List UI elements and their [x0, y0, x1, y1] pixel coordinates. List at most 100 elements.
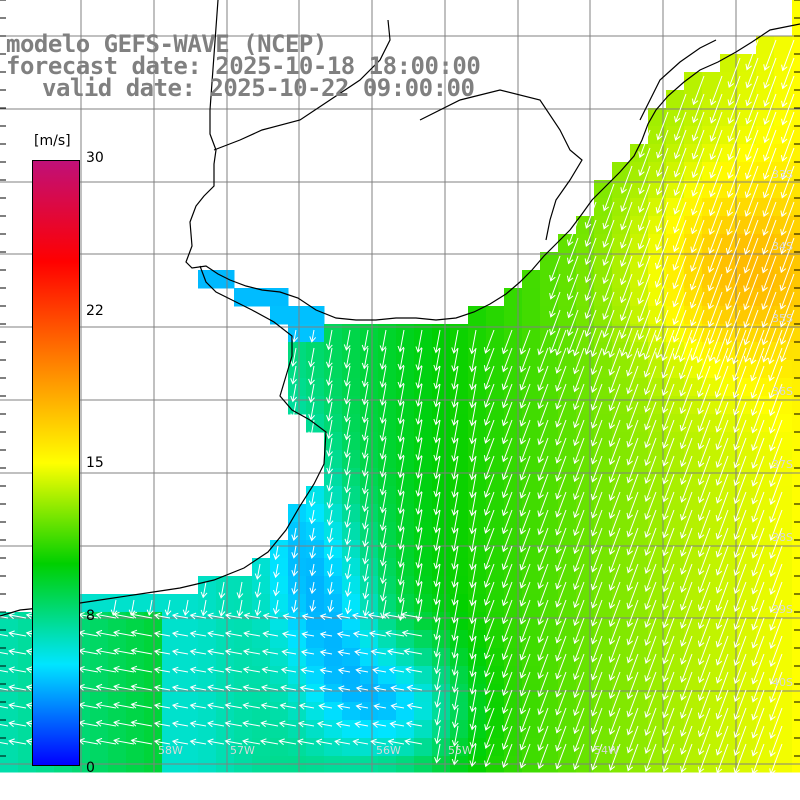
wind-cell	[630, 288, 649, 307]
wind-arrow	[644, 653, 657, 682]
wind-arrow	[691, 111, 705, 142]
wind-cell	[738, 90, 757, 109]
wind-arrow	[679, 383, 693, 415]
wind-arrow	[781, 57, 795, 90]
wind-arrow	[379, 437, 387, 460]
wind-arrow	[537, 599, 549, 626]
wind-arrow	[273, 545, 280, 561]
wind-arrow	[555, 437, 567, 464]
wind-cell	[306, 594, 325, 613]
colorbar-scale	[32, 160, 80, 766]
wind-arrow	[715, 581, 729, 612]
wind-cell	[342, 594, 361, 613]
wind-arrow	[501, 707, 513, 732]
wind-arrow	[763, 111, 777, 144]
wind-arrow	[643, 347, 657, 378]
wind-arrow	[261, 648, 279, 656]
wind-cell	[360, 630, 379, 649]
wind-arrow	[727, 93, 741, 125]
wind-arrow	[501, 419, 513, 445]
wind-arrow	[501, 653, 513, 679]
wind-arrow	[95, 683, 117, 691]
wind-arrow	[519, 437, 531, 463]
wind-cell	[666, 180, 685, 199]
wind-cell	[396, 468, 415, 487]
wind-arrow	[697, 635, 711, 666]
wind-cell	[234, 612, 253, 631]
wind-arrow	[680, 545, 693, 575]
wind-arrow	[555, 563, 567, 590]
colorbar-tick-15: 15	[86, 455, 104, 471]
wind-arrow	[469, 527, 477, 553]
wind-arrow	[113, 611, 135, 619]
wind-cell	[792, 702, 800, 721]
wind-cell	[792, 180, 800, 199]
wind-arrow	[469, 581, 477, 607]
wind-cell	[432, 612, 451, 631]
wind-arrow	[697, 599, 711, 630]
wind-arrow	[644, 401, 657, 431]
lat-label-40s: 40S	[772, 676, 793, 689]
wind-arrow	[697, 707, 711, 738]
wind-cell	[738, 252, 757, 271]
wind-arrow	[590, 419, 603, 447]
wind-arrow	[661, 329, 675, 362]
wind-arrow	[469, 743, 477, 767]
wind-arrow	[469, 689, 477, 713]
wind-cell	[252, 630, 271, 649]
wind-arrow	[620, 201, 633, 231]
wind-arrow	[537, 437, 549, 464]
wind-arrow	[519, 329, 531, 355]
wind-arrow	[619, 291, 633, 322]
wind-arrow	[733, 437, 747, 469]
wind-arrow	[337, 703, 351, 711]
wind-cell	[126, 594, 145, 613]
wind-cell	[540, 306, 559, 325]
wind-cell	[684, 90, 703, 109]
wind-arrow	[625, 329, 639, 360]
wind-arrow	[260, 702, 279, 710]
wind-arrow	[733, 653, 747, 685]
wind-arrow	[379, 563, 387, 585]
wind-arrow	[501, 365, 513, 391]
wind-arrow	[743, 273, 759, 311]
wind-cell	[756, 90, 775, 109]
wind-cell	[342, 684, 361, 703]
wind-arrow	[662, 581, 675, 611]
wind-cell	[414, 720, 433, 739]
wind-arrow	[590, 599, 603, 627]
wind-arrow	[403, 648, 423, 655]
wind-cell	[306, 540, 325, 559]
wind-cell	[774, 216, 793, 235]
wind-cell	[684, 270, 703, 289]
wind-cell	[720, 234, 739, 253]
wind-cell	[684, 162, 703, 181]
wind-arrow	[763, 39, 777, 71]
wind-arrow	[501, 545, 513, 571]
wind-arrow	[309, 581, 317, 595]
wind-cell	[648, 180, 667, 199]
wind-arrow	[113, 647, 135, 655]
wind-cell	[432, 450, 451, 469]
wind-arrow	[602, 201, 615, 230]
wind-cell	[666, 198, 685, 217]
wind-arrow	[637, 237, 651, 269]
wind-arrow	[573, 707, 585, 735]
wind-cell	[162, 648, 181, 667]
wind-arrow	[433, 617, 441, 641]
wind-arrow	[697, 401, 711, 433]
wind-arrow	[726, 201, 741, 236]
wind-arrow	[130, 647, 153, 655]
wind-arrow	[745, 147, 759, 180]
wind-arrow	[355, 667, 369, 675]
wind-cell	[378, 504, 397, 523]
wind-arrow	[602, 183, 615, 212]
wind-arrow	[572, 347, 585, 375]
wind-arrow	[626, 419, 639, 448]
wind-cell	[720, 126, 739, 145]
wind-arrow	[291, 563, 299, 577]
wind-cell	[360, 684, 379, 703]
wind-cell	[666, 90, 685, 109]
wind-arrow	[750, 365, 765, 399]
wind-cell	[756, 36, 775, 55]
